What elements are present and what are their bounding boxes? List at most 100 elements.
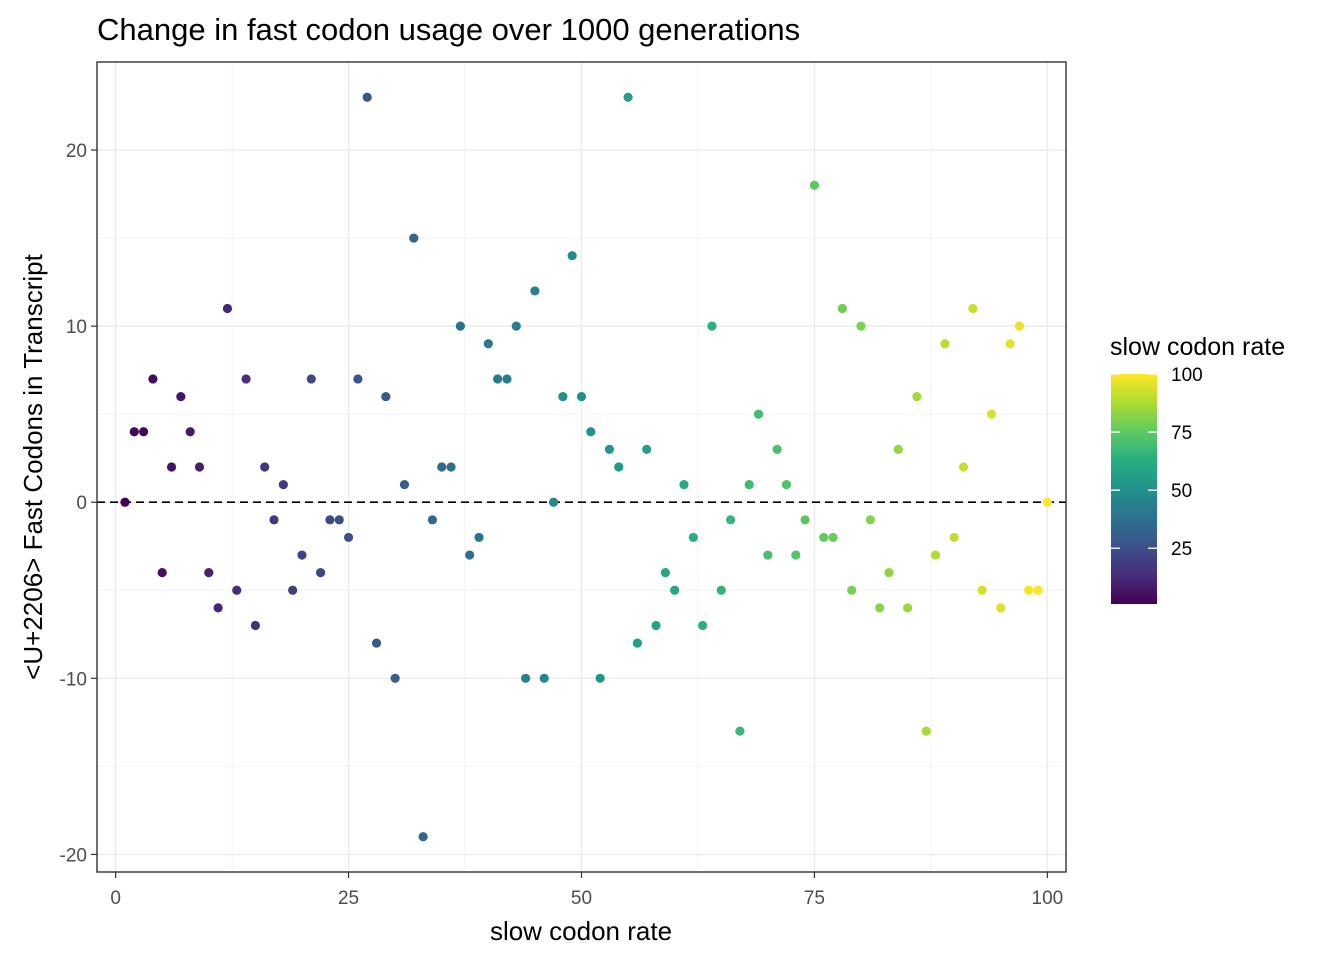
data-point [539, 673, 549, 683]
data-point [362, 92, 372, 102]
data-point [781, 480, 792, 490]
data-point [381, 391, 391, 402]
data-point [474, 532, 484, 543]
data-point [409, 233, 419, 243]
data-point [800, 515, 810, 525]
data-point [670, 585, 680, 595]
legend-tick-label: 50 [1171, 481, 1192, 502]
data-point [558, 391, 568, 402]
data-point [176, 391, 186, 402]
x-tick-label: 50 [571, 888, 592, 909]
data-point [511, 321, 521, 331]
data-point [744, 480, 754, 490]
data-point [753, 409, 764, 419]
data-point [520, 673, 531, 683]
x-tick-label: 0 [110, 888, 121, 909]
data-point [996, 603, 1006, 613]
x-axis: 0 25 50 75 100 [110, 872, 1063, 909]
x-axis-title: slow codon rate [490, 916, 672, 946]
data-point [297, 550, 307, 560]
data-point [343, 532, 354, 543]
data-point [875, 603, 885, 613]
data-point [763, 550, 773, 560]
data-point [493, 374, 503, 384]
data-point [455, 321, 465, 331]
data-point [222, 303, 233, 314]
legend-colorbar [1111, 374, 1157, 604]
y-tick-label: -20 [60, 845, 87, 866]
y-tick-label: 0 [76, 493, 87, 514]
data-point [185, 427, 195, 437]
data-point [399, 480, 410, 490]
data-point [530, 286, 540, 296]
data-point [837, 303, 847, 314]
data-point [548, 497, 559, 507]
data-point [166, 462, 177, 472]
data-point [707, 321, 717, 331]
y-axis-title: <U+2206> Fast Codons in Transcript [18, 253, 48, 679]
data-point [968, 303, 978, 314]
data-point [809, 180, 820, 190]
data-point [241, 374, 251, 384]
data-point [949, 532, 959, 543]
data-point [232, 585, 242, 595]
data-point [623, 92, 633, 102]
data-point [884, 568, 894, 578]
data-point [642, 444, 652, 454]
data-point [847, 585, 857, 595]
data-point [735, 726, 745, 736]
legend-ticks: 25 50 75 100 [1111, 365, 1203, 560]
legend-tick-label: 25 [1171, 539, 1192, 560]
data-point [465, 550, 475, 560]
data-point [316, 568, 326, 578]
data-point [260, 462, 270, 472]
data-point [604, 444, 615, 454]
data-point [138, 427, 149, 437]
x-tick-label: 100 [1032, 888, 1064, 909]
chart-title: Change in fast codon usage over 1000 gen… [97, 12, 800, 47]
data-point [828, 532, 838, 543]
data-point [595, 673, 605, 683]
data-point [353, 374, 363, 384]
data-point [698, 620, 708, 631]
data-point [306, 374, 316, 384]
data-point [772, 444, 782, 454]
legend-tick-label: 100 [1171, 365, 1203, 386]
data-point [483, 339, 493, 349]
data-point [325, 515, 335, 525]
data-point [204, 568, 214, 578]
data-point [148, 374, 158, 384]
data-point [1014, 321, 1025, 331]
data-point [716, 585, 726, 595]
data-point [614, 462, 624, 472]
data-point [250, 620, 260, 631]
data-point [502, 374, 512, 384]
data-point [446, 462, 456, 472]
data-point [194, 462, 205, 472]
data-point [288, 585, 298, 595]
data-point [390, 673, 400, 683]
y-tick-label: 20 [66, 141, 87, 162]
data-point [912, 391, 922, 402]
data-point [1033, 585, 1043, 595]
data-point [893, 444, 903, 454]
data-point [269, 515, 279, 525]
data-point [576, 391, 587, 402]
data-point [427, 515, 438, 525]
data-point [725, 515, 736, 525]
data-point [921, 726, 931, 736]
data-point [940, 339, 950, 349]
data-point [679, 480, 689, 490]
data-point [586, 427, 596, 437]
data-point [1042, 497, 1052, 507]
color-legend: slow codon rate 25 50 75 100 [1110, 333, 1285, 604]
y-tick-label: -10 [60, 669, 87, 690]
data-point [120, 497, 130, 507]
data-point [632, 638, 643, 648]
data-point [567, 251, 577, 261]
data-point [157, 568, 167, 578]
data-point [437, 462, 447, 472]
legend-title: slow codon rate [1110, 333, 1285, 361]
legend-tick-label: 75 [1171, 423, 1192, 444]
data-point [213, 603, 223, 613]
